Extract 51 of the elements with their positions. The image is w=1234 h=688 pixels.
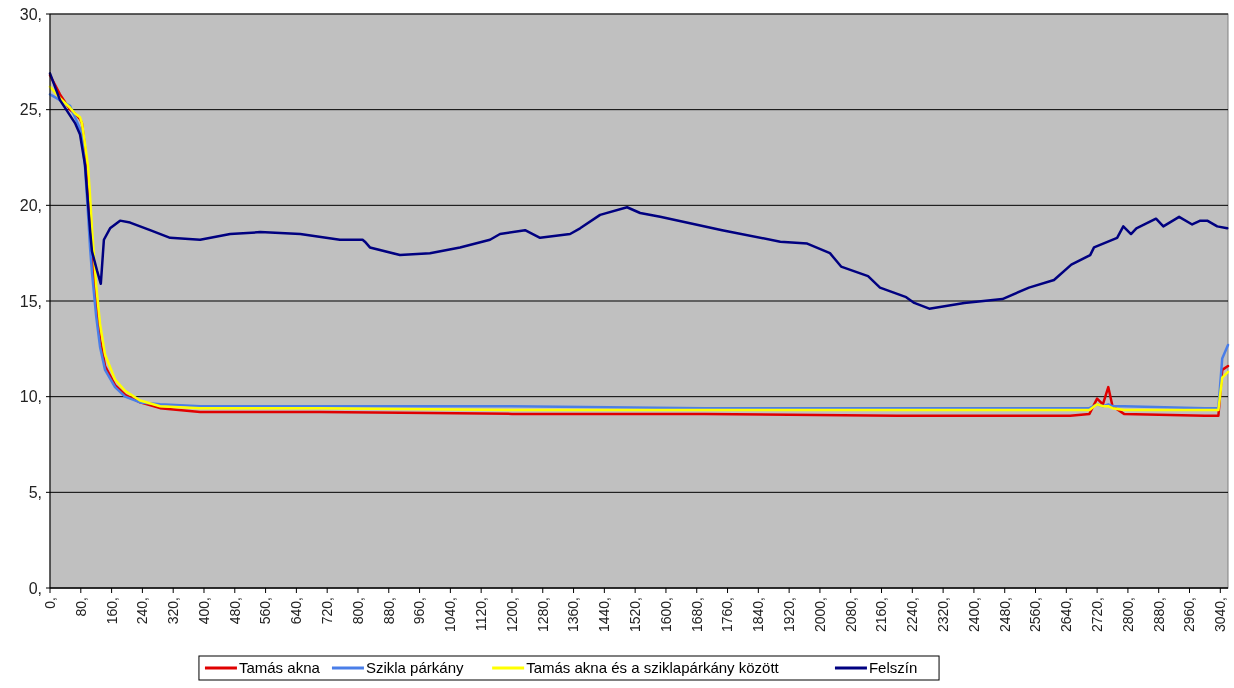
x-tick-label: 2800,	[1119, 597, 1136, 633]
legend-label: Tamás akna és a sziklapárkány között	[526, 659, 780, 677]
x-tick-label: 2080,	[842, 597, 859, 633]
x-tick-label: 2480,	[996, 597, 1013, 633]
x-tick-label: 2640,	[1058, 597, 1075, 633]
x-tick-label: 560,	[257, 597, 274, 625]
x-tick-label: 240,	[134, 597, 151, 625]
legend-label: Felszín	[868, 659, 918, 677]
y-tick-label: 10,	[19, 388, 42, 406]
x-tick-label: 1520,	[627, 597, 644, 633]
x-tick-label: 1200,	[503, 597, 520, 633]
x-tick-label: 1840,	[750, 597, 767, 633]
x-tick-label: 80,	[72, 597, 89, 617]
x-tick-label: 960,	[411, 597, 428, 625]
x-tick-label: 1120,	[473, 597, 490, 631]
x-tick-label: 1680,	[688, 597, 705, 633]
x-tick-label: 2160,	[873, 597, 890, 633]
x-tick-label: 2880,	[1150, 597, 1167, 633]
x-tick-label: 720,	[319, 597, 336, 625]
x-tick-label: 640,	[288, 597, 305, 625]
y-tick-label: 30,	[19, 5, 42, 23]
legend-label: Szikla párkány	[365, 659, 464, 677]
x-tick-label: 1280,	[534, 597, 551, 633]
x-tick-label: 1440,	[596, 597, 613, 633]
x-tick-label: 880,	[380, 597, 397, 625]
x-tick-label: 800,	[349, 597, 366, 625]
legend-label: Tamás akna	[238, 659, 321, 677]
x-tick-label: 2400,	[965, 597, 982, 633]
y-tick-label: 0,	[28, 579, 42, 597]
x-tick-label: 2240,	[904, 597, 921, 633]
x-tick-label: 2560,	[1027, 597, 1044, 633]
x-tick-label: 1360,	[565, 597, 582, 633]
x-tick-label: 2960,	[1181, 597, 1198, 633]
x-tick-label: 320,	[165, 597, 182, 625]
x-tick-label: 480,	[226, 597, 243, 625]
x-tick-label: 0,	[41, 597, 58, 609]
x-tick-label: 400,	[195, 597, 212, 625]
x-tick-label: 1600,	[657, 597, 674, 633]
x-tick-label: 1920,	[781, 597, 798, 633]
y-tick-label: 25,	[19, 101, 42, 119]
x-tick-label: 2320,	[935, 597, 952, 633]
y-tick-label: 15,	[19, 292, 42, 310]
x-tick-label: 160,	[103, 597, 120, 625]
x-tick-label: 1040,	[442, 597, 459, 633]
line-series	[48, 72, 1229, 310]
y-tick-label: 20,	[19, 196, 42, 214]
x-tick-label: 3040,	[1212, 597, 1229, 633]
x-tick-label: 2720,	[1089, 597, 1106, 633]
y-tick-label: 5,	[28, 483, 42, 501]
x-tick-label: 1760,	[719, 597, 736, 633]
x-tick-label: 2000,	[811, 597, 828, 633]
